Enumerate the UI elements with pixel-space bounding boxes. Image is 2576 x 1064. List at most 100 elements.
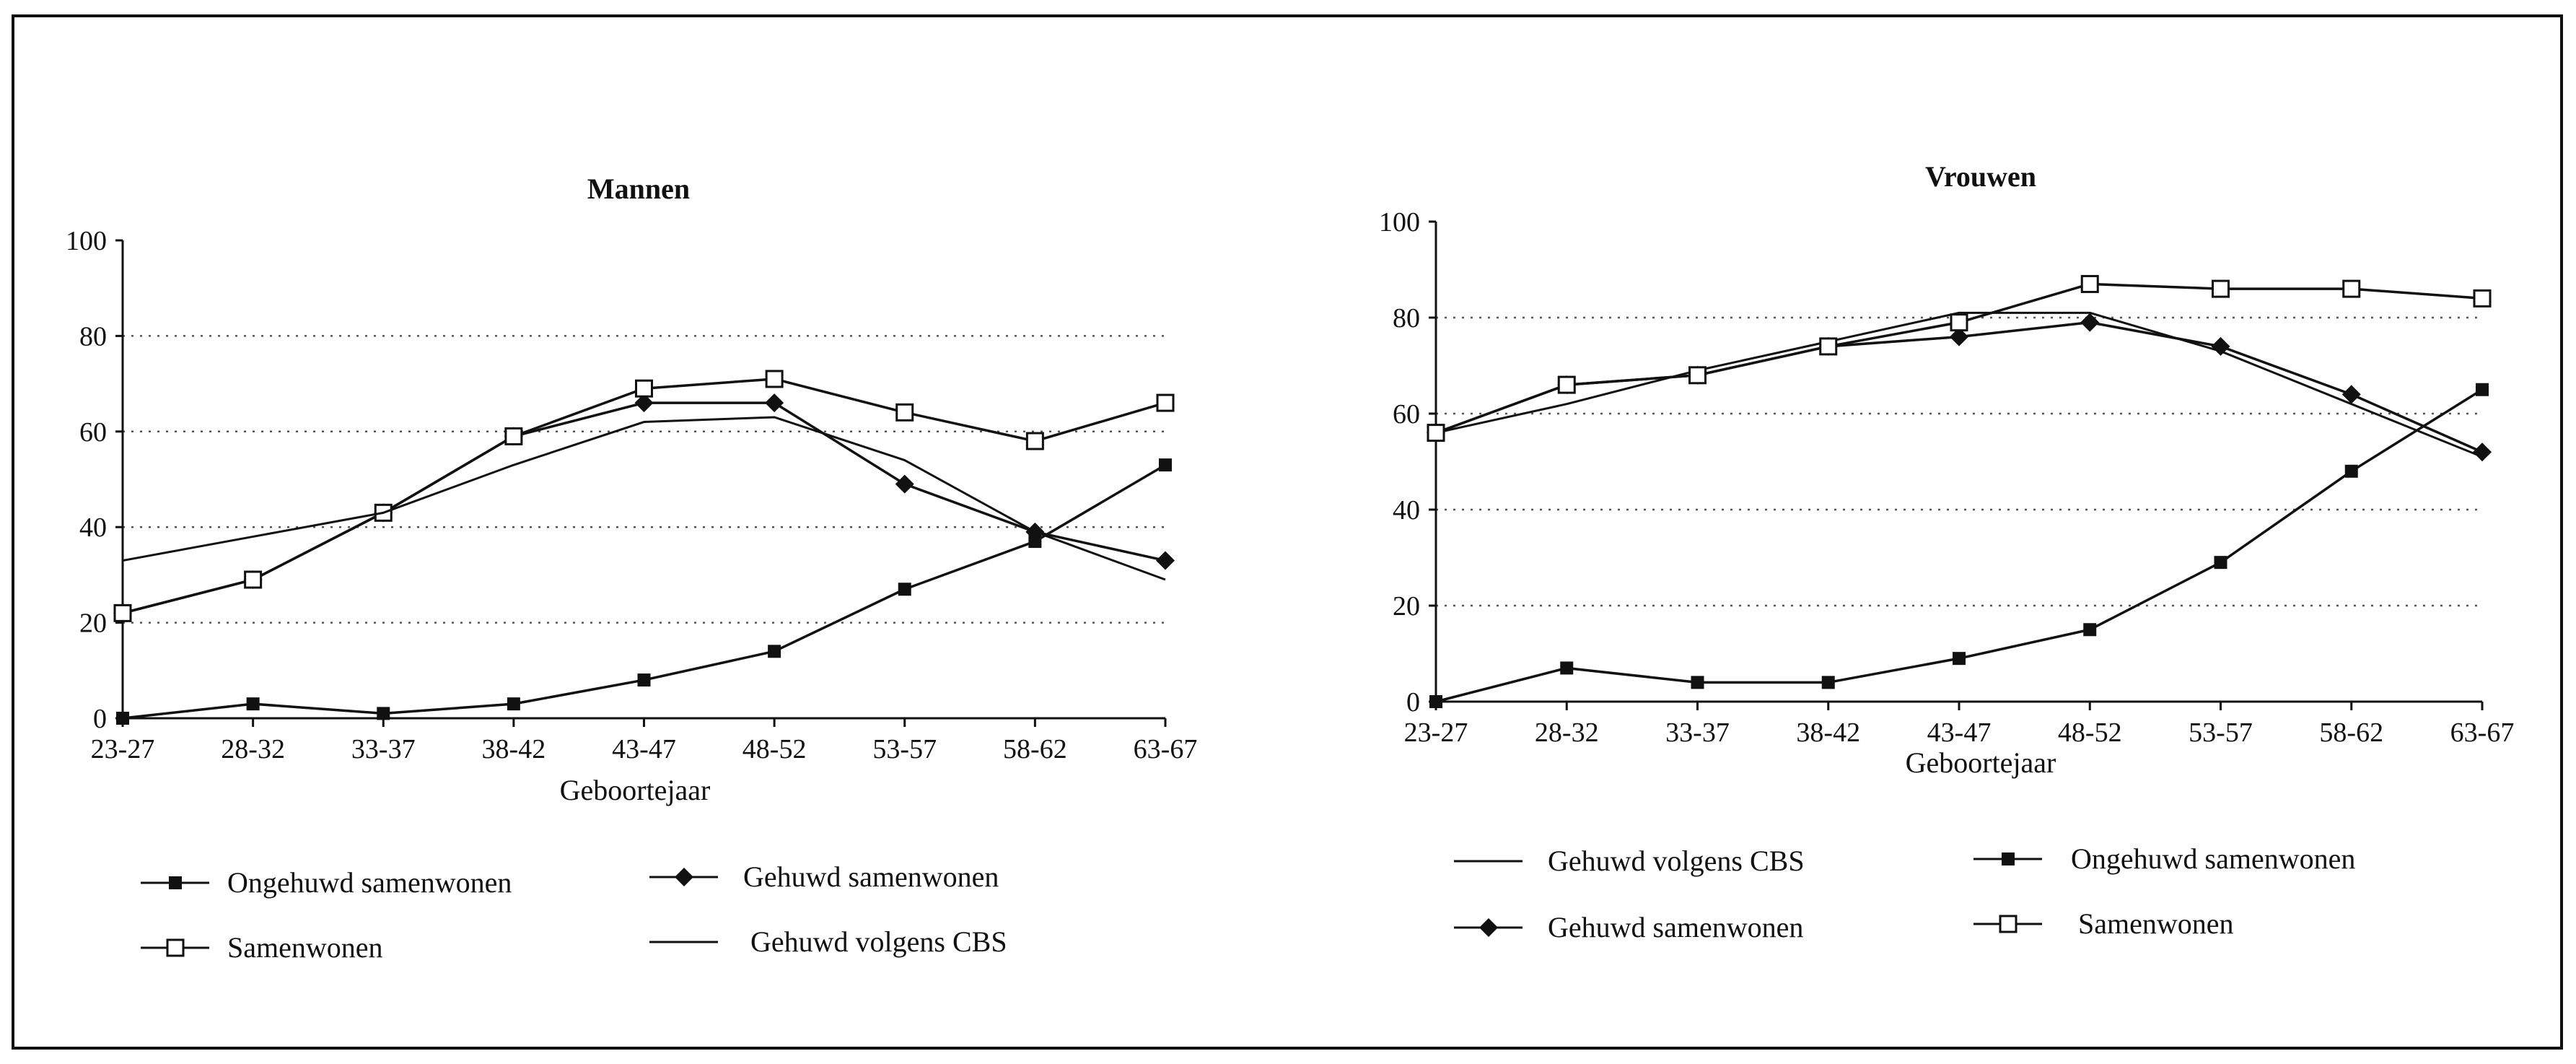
series-gehuwd-volgens-cbs bbox=[122, 416, 1166, 581]
x-tick-label-63-67: 63-67 bbox=[2450, 718, 2515, 748]
data-point-ongehuwd-samenwonen-63-67 bbox=[2476, 383, 2489, 396]
data-point-ongehuwd-samenwonen-28-32 bbox=[246, 697, 260, 711]
legend: Ongehuwd samenwonen Gehuwd samenwonen Same… bbox=[141, 860, 1007, 964]
x-tick-label-63-67: 63-67 bbox=[1134, 734, 1198, 764]
legend-label-samenwonen: Samenwonen bbox=[227, 931, 383, 964]
data-point-gehuwd-samenwonen-48-52 bbox=[765, 393, 784, 413]
data-point-samenwonen-63-67 bbox=[1156, 393, 1175, 412]
series-line-gehuwd-volgens-cbs bbox=[122, 416, 1166, 581]
x-tick-label-58-62: 58-62 bbox=[2319, 718, 2383, 748]
y-tick-label-20: 20 bbox=[1393, 591, 1420, 622]
legend-marker-ongehuwd-samenwonen bbox=[169, 876, 182, 889]
y-tick-label-60: 60 bbox=[79, 417, 107, 448]
series-line-samenwonen bbox=[122, 378, 1166, 615]
data-point-samenwonen-53-57 bbox=[2212, 279, 2230, 298]
data-point-ongehuwd-samenwonen-38-42 bbox=[507, 697, 520, 711]
chart-title: Mannen bbox=[587, 173, 690, 205]
series-gehuwd-samenwonen bbox=[1427, 313, 2492, 462]
y-tick-label-40: 40 bbox=[1393, 495, 1420, 526]
data-point-ongehuwd-samenwonen-43-47 bbox=[1953, 652, 1966, 666]
data-point-samenwonen-53-57 bbox=[895, 403, 914, 422]
data-point-ongehuwd-samenwonen-58-62 bbox=[2344, 464, 2358, 478]
figure-frame bbox=[12, 14, 2563, 1050]
data-point-samenwonen-58-62 bbox=[1025, 432, 1044, 450]
legend-entry-samenwonen: Samenwonen bbox=[1973, 907, 2234, 940]
series-gehuwd-samenwonen bbox=[113, 393, 1175, 623]
series-line-samenwonen bbox=[1435, 282, 2483, 435]
data-point-samenwonen-38-42 bbox=[1819, 337, 1838, 356]
x-tick-label-53-57: 53-57 bbox=[2189, 718, 2253, 748]
data-point-ongehuwd-samenwonen-53-57 bbox=[2214, 556, 2227, 570]
data-point-ongehuwd-samenwonen-43-47 bbox=[637, 673, 651, 687]
data-point-samenwonen-63-67 bbox=[2473, 289, 2492, 308]
x-tick-label-58-62: 58-62 bbox=[1003, 734, 1067, 764]
legend-entry-gehuwd-volgens-cbs: Gehuwd volgens CBS bbox=[649, 925, 1007, 958]
legend-label-gehuwd-volgens-cbs: Gehuwd volgens CBS bbox=[750, 925, 1007, 958]
legend-entry-gehuwd-volgens-cbs: Gehuwd volgens CBS bbox=[1454, 845, 1805, 877]
y-tick-label-80: 80 bbox=[1393, 303, 1420, 333]
x-tick-label-38-42: 38-42 bbox=[1796, 718, 1860, 748]
data-point-samenwonen-58-62 bbox=[2342, 279, 2361, 298]
x-axis-label: Geboortejaar bbox=[560, 774, 711, 806]
data-point-gehuwd-samenwonen-53-57 bbox=[895, 474, 914, 494]
x-axis-label: Geboortejaar bbox=[1906, 746, 2056, 779]
data-point-samenwonen-43-47 bbox=[635, 379, 653, 398]
data-point-ongehuwd-samenwonen-28-32 bbox=[1560, 661, 1574, 675]
y-tick-label-20: 20 bbox=[79, 609, 107, 639]
chart-mannen: Mannen 0 20 40 60 80 100 23-27 28-32 33-37 38-42 43… bbox=[66, 173, 1197, 964]
y-tick-label-60: 60 bbox=[1393, 399, 1420, 429]
legend-marker-ongehuwd-samenwonen bbox=[2002, 852, 2015, 865]
legend-entry-ongehuwd-samenwonen: Ongehuwd samenwonen bbox=[1973, 842, 2355, 875]
chart-vrouwen: Vrouwen 0 20 40 60 80 100 23-27 28-32 33-37 38-42 4… bbox=[1379, 160, 2514, 943]
data-point-samenwonen-43-47 bbox=[1950, 313, 1968, 332]
legend-marker-gehuwd-samenwonen bbox=[1479, 918, 1498, 937]
series-samenwonen bbox=[113, 370, 1175, 622]
x-tick-label-48-52: 48-52 bbox=[742, 734, 807, 764]
y-tick-label-100: 100 bbox=[66, 226, 107, 256]
data-point-samenwonen-23-27 bbox=[113, 603, 132, 622]
y-tick-label-40: 40 bbox=[79, 513, 107, 543]
data-point-samenwonen-28-32 bbox=[244, 570, 263, 589]
legend-marker-samenwonen bbox=[1999, 915, 2018, 933]
legend-label-ongehuwd-samenwonen: Ongehuwd samenwonen bbox=[2071, 842, 2355, 875]
series-ongehuwd-samenwonen bbox=[1429, 383, 2489, 708]
x-tick-label-33-37: 33-37 bbox=[1665, 718, 1730, 748]
data-point-ongehuwd-samenwonen-58-62 bbox=[1028, 535, 1042, 549]
legend-entry-gehuwd-samenwonen: Gehuwd samenwonen bbox=[1454, 911, 1803, 943]
chart-title: Vrouwen bbox=[1925, 160, 2036, 193]
data-point-samenwonen-48-52 bbox=[2080, 274, 2099, 293]
x-tick-label-48-52: 48-52 bbox=[2058, 718, 2122, 748]
legend-label-gehuwd-volgens-cbs: Gehuwd volgens CBS bbox=[1548, 845, 1805, 877]
data-point-ongehuwd-samenwonen-33-37 bbox=[1691, 676, 1704, 689]
series-samenwonen bbox=[1427, 274, 2492, 442]
legend-entry-ongehuwd-samenwonen: Ongehuwd samenwonen bbox=[141, 866, 512, 899]
y-tick-label-0: 0 bbox=[1406, 687, 1420, 718]
legend: Gehuwd volgens CBS Ongehuwd samenwonen Geh… bbox=[1454, 842, 2355, 943]
data-point-gehuwd-samenwonen-48-52 bbox=[2080, 313, 2100, 332]
x-tick-label-43-47: 43-47 bbox=[612, 734, 676, 764]
x-tick-label-28-32: 28-32 bbox=[1535, 718, 1599, 748]
series-ongehuwd-samenwonen bbox=[116, 458, 1172, 725]
series-line-gehuwd-volgens-cbs bbox=[1435, 311, 2483, 458]
data-point-samenwonen-23-27 bbox=[1427, 424, 1445, 442]
data-point-samenwonen-48-52 bbox=[765, 370, 784, 388]
data-point-gehuwd-samenwonen-63-67 bbox=[2473, 442, 2492, 462]
data-point-gehuwd-samenwonen-58-62 bbox=[2341, 385, 2361, 404]
x-tick-label-38-42: 38-42 bbox=[482, 734, 546, 764]
legend-label-gehuwd-samenwonen: Gehuwd samenwonen bbox=[743, 860, 999, 893]
data-point-ongehuwd-samenwonen-23-27 bbox=[1429, 695, 1442, 708]
legend-marker-samenwonen bbox=[166, 938, 185, 957]
x-tick-label-43-47: 43-47 bbox=[1927, 718, 1992, 748]
data-point-samenwonen-33-37 bbox=[1688, 366, 1707, 385]
legend-marker-gehuwd-samenwonen bbox=[675, 868, 693, 886]
legend-label-ongehuwd-samenwonen: Ongehuwd samenwonen bbox=[227, 866, 512, 899]
y-tick-label-0: 0 bbox=[93, 704, 107, 734]
data-point-ongehuwd-samenwonen-23-27 bbox=[116, 712, 129, 725]
x-tick-label-33-37: 33-37 bbox=[351, 734, 416, 764]
legend-label-gehuwd-samenwonen: Gehuwd samenwonen bbox=[1548, 911, 1803, 943]
y-tick-label-80: 80 bbox=[79, 321, 107, 352]
series-gehuwd-volgens-cbs bbox=[1435, 311, 2483, 458]
data-point-ongehuwd-samenwonen-48-52 bbox=[2083, 623, 2097, 637]
data-point-gehuwd-samenwonen-53-57 bbox=[2211, 336, 2230, 356]
